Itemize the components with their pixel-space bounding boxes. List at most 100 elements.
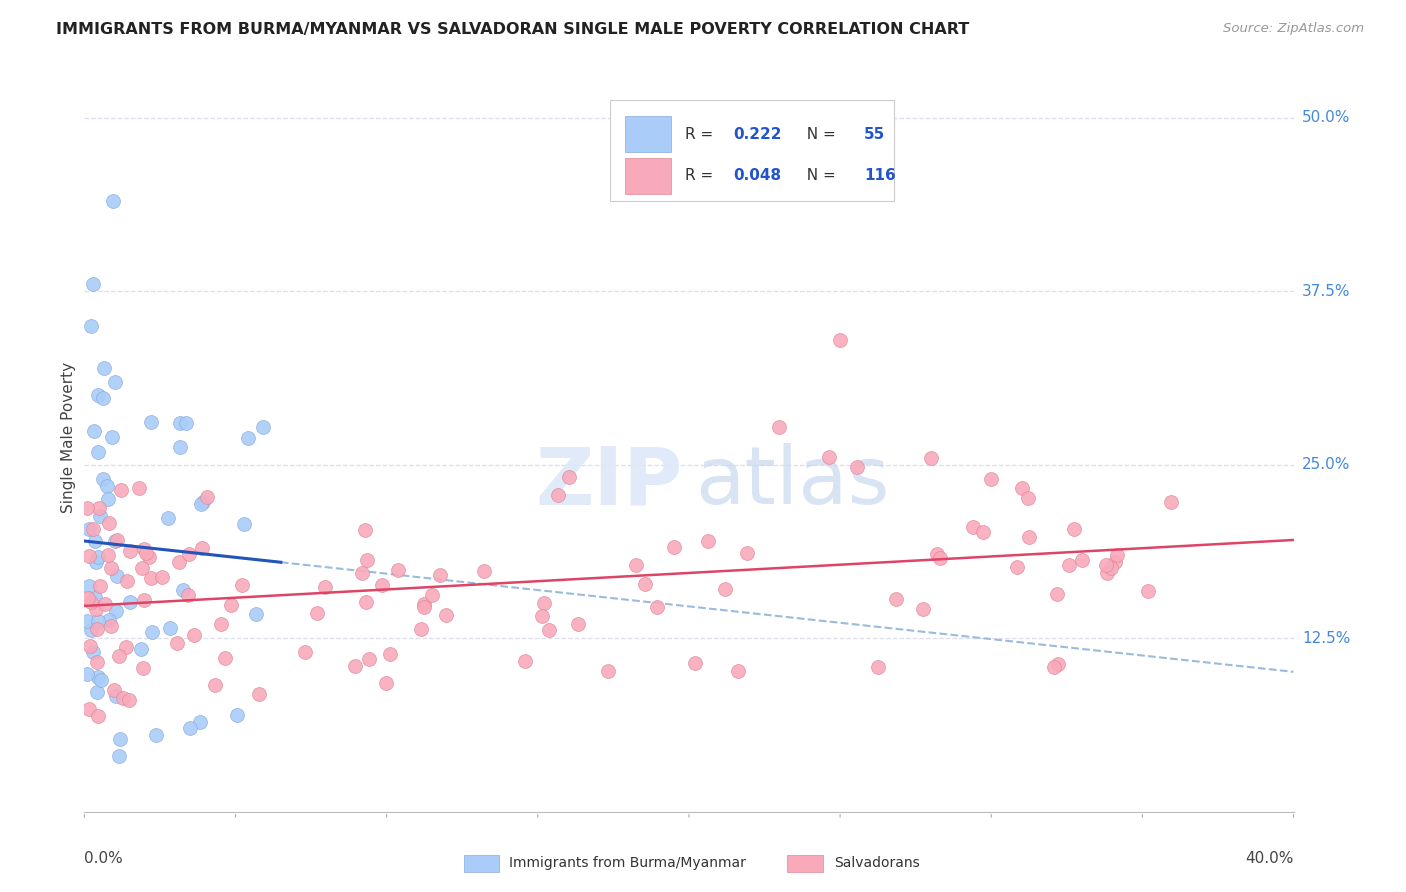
Text: 12.5%: 12.5% [1302, 631, 1350, 646]
Point [547, 487, 569, 501]
Point [1046, 587, 1069, 601]
Point [76, 615, 98, 629]
Point [118, 544, 141, 558]
Point [236, 431, 259, 445]
Point [79, 623, 101, 637]
Point [100, 560, 122, 574]
Text: 0.048: 0.048 [734, 168, 782, 183]
Point [645, 599, 668, 614]
Point [79, 319, 101, 334]
Point [314, 580, 336, 594]
Point [77, 591, 100, 606]
Point [204, 678, 226, 692]
Point [104, 375, 127, 389]
Point [87, 709, 110, 723]
Point [530, 609, 553, 624]
Point [132, 660, 155, 674]
Point [132, 593, 155, 607]
Point [413, 599, 436, 614]
Point [190, 497, 212, 511]
Point [135, 546, 157, 560]
Point [1104, 555, 1126, 569]
Point [112, 690, 135, 705]
Point [101, 430, 124, 444]
Point [166, 636, 188, 650]
Point [1018, 530, 1040, 544]
Point [1063, 522, 1085, 536]
Point [195, 490, 218, 504]
Point [82, 522, 104, 536]
Point [209, 616, 232, 631]
Point [972, 525, 994, 540]
Point [110, 483, 132, 497]
Point [768, 420, 790, 434]
Point [537, 623, 560, 637]
Point [735, 546, 758, 560]
Point [131, 561, 153, 575]
Point [356, 595, 378, 609]
Point [356, 553, 378, 567]
Point [232, 516, 254, 531]
Point [1011, 481, 1033, 495]
Point [105, 533, 128, 547]
Point [598, 664, 620, 678]
Point [359, 651, 381, 665]
Point [91, 472, 114, 486]
Point [87, 614, 110, 628]
Point [91, 391, 114, 405]
Point [1094, 558, 1116, 573]
Point [103, 682, 125, 697]
Point [533, 596, 555, 610]
Point [97, 613, 120, 627]
Point [82, 277, 104, 292]
Text: 50.0%: 50.0% [1302, 111, 1350, 126]
Point [662, 540, 685, 554]
Point [128, 481, 150, 495]
Point [76, 500, 98, 515]
Point [172, 583, 194, 598]
Point [714, 582, 737, 597]
Point [105, 568, 128, 582]
Point [152, 570, 174, 584]
Point [87, 549, 110, 564]
Text: 0.0%: 0.0% [84, 851, 124, 865]
Point [634, 576, 657, 591]
Text: 25.0%: 25.0% [1302, 458, 1350, 473]
Point [193, 495, 215, 509]
FancyBboxPatch shape [624, 158, 671, 194]
Point [685, 657, 707, 671]
Point [225, 707, 247, 722]
Text: 37.5%: 37.5% [1302, 284, 1350, 299]
Point [174, 416, 197, 430]
Point [84, 533, 107, 548]
Point [87, 501, 110, 516]
Point [107, 749, 129, 764]
Text: 116: 116 [865, 168, 896, 183]
Point [727, 664, 749, 678]
Point [1047, 657, 1070, 672]
Point [371, 578, 394, 592]
Point [86, 555, 108, 569]
Point [1095, 566, 1118, 581]
Point [94, 597, 117, 611]
Point [129, 641, 152, 656]
Point [77, 522, 100, 536]
Point [343, 659, 366, 673]
Point [107, 649, 129, 664]
Point [86, 656, 108, 670]
Point [1017, 491, 1039, 505]
Point [884, 592, 907, 607]
Text: Source: ZipAtlas.com: Source: ZipAtlas.com [1223, 22, 1364, 36]
Point [115, 640, 138, 654]
Point [134, 541, 156, 556]
Text: R =: R = [685, 127, 718, 142]
Point [141, 415, 163, 429]
Point [90, 673, 112, 688]
Text: 0.222: 0.222 [734, 127, 782, 142]
Point [350, 566, 373, 580]
Point [104, 603, 127, 617]
Point [80, 594, 103, 608]
Point [79, 639, 101, 653]
Point [245, 607, 267, 621]
Text: N =: N = [797, 168, 841, 183]
